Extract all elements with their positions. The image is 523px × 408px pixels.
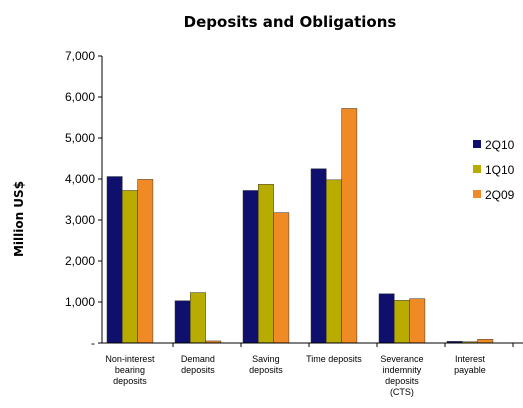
y-tick-label: 2,000	[65, 254, 95, 268]
chart-title: Deposits and Obligations	[184, 13, 397, 31]
bar-2Q10-3	[310, 168, 327, 344]
x-tick-label: indemnity	[383, 365, 422, 375]
y-tick-label: 1,000	[65, 295, 95, 309]
bar-1Q10-0	[122, 190, 138, 344]
x-tick-label: Demand	[181, 354, 215, 364]
y-axis-label: Million US$	[12, 181, 26, 257]
x-tick-label: (CTS)	[390, 387, 414, 397]
x-tick-label: Non-interest	[105, 354, 155, 364]
x-tick-label: deposits	[181, 365, 215, 375]
y-tick-label: 3,000	[65, 213, 95, 227]
bars-group	[106, 108, 494, 344]
y-tick-label: 4,000	[65, 172, 95, 186]
x-axis-labels: Non-interestbearingdepositsDemanddeposit…	[102, 342, 523, 397]
legend-label-1Q10: 1Q10	[485, 163, 515, 177]
bar-2Q10-4	[378, 293, 395, 344]
y-tick-label: 5,000	[65, 131, 95, 145]
bar-2Q10-0	[106, 176, 123, 344]
bar-1Q10-3	[326, 179, 342, 344]
y-tick-label: 6,000	[65, 90, 95, 104]
legend-swatch-2Q09	[473, 190, 481, 198]
legend-swatch-2Q10	[473, 140, 481, 148]
bar-2Q09-5	[477, 339, 494, 344]
legend-label-2Q10: 2Q10	[485, 138, 515, 152]
y-tick-label: -	[91, 336, 95, 350]
x-tick-label: deposits	[385, 376, 419, 386]
bar-2Q09-4	[409, 298, 426, 344]
legend-label-2Q09: 2Q09	[485, 188, 515, 202]
x-tick-label: bearing	[115, 365, 145, 375]
y-tick-label: 7,000	[65, 49, 95, 63]
bar-1Q10-1	[190, 292, 206, 344]
legend-swatch-1Q10	[473, 165, 481, 173]
legend: 2Q10 1Q10 2Q09	[473, 138, 515, 202]
bar-2Q09-3	[341, 108, 358, 344]
bar-1Q10-2	[258, 184, 274, 344]
x-tick-label: Time deposits	[306, 354, 362, 364]
bar-2Q10-2	[242, 190, 259, 344]
y-axis: - 1,000 2,000 3,000 4,000 5,000 6,000 7,000	[65, 49, 103, 350]
x-tick-label: deposits	[113, 376, 147, 386]
x-tick-label: Severance	[380, 354, 423, 364]
bar-2Q10-1	[174, 300, 191, 344]
x-tick-label: Interest	[455, 354, 486, 364]
x-tick-label: deposits	[249, 365, 283, 375]
bar-2Q09-0	[137, 179, 154, 344]
bar-2Q09-2	[273, 212, 290, 344]
x-tick-label: Saving	[252, 354, 280, 364]
x-tick-label: payable	[454, 365, 486, 375]
bar-1Q10-4	[394, 300, 410, 344]
